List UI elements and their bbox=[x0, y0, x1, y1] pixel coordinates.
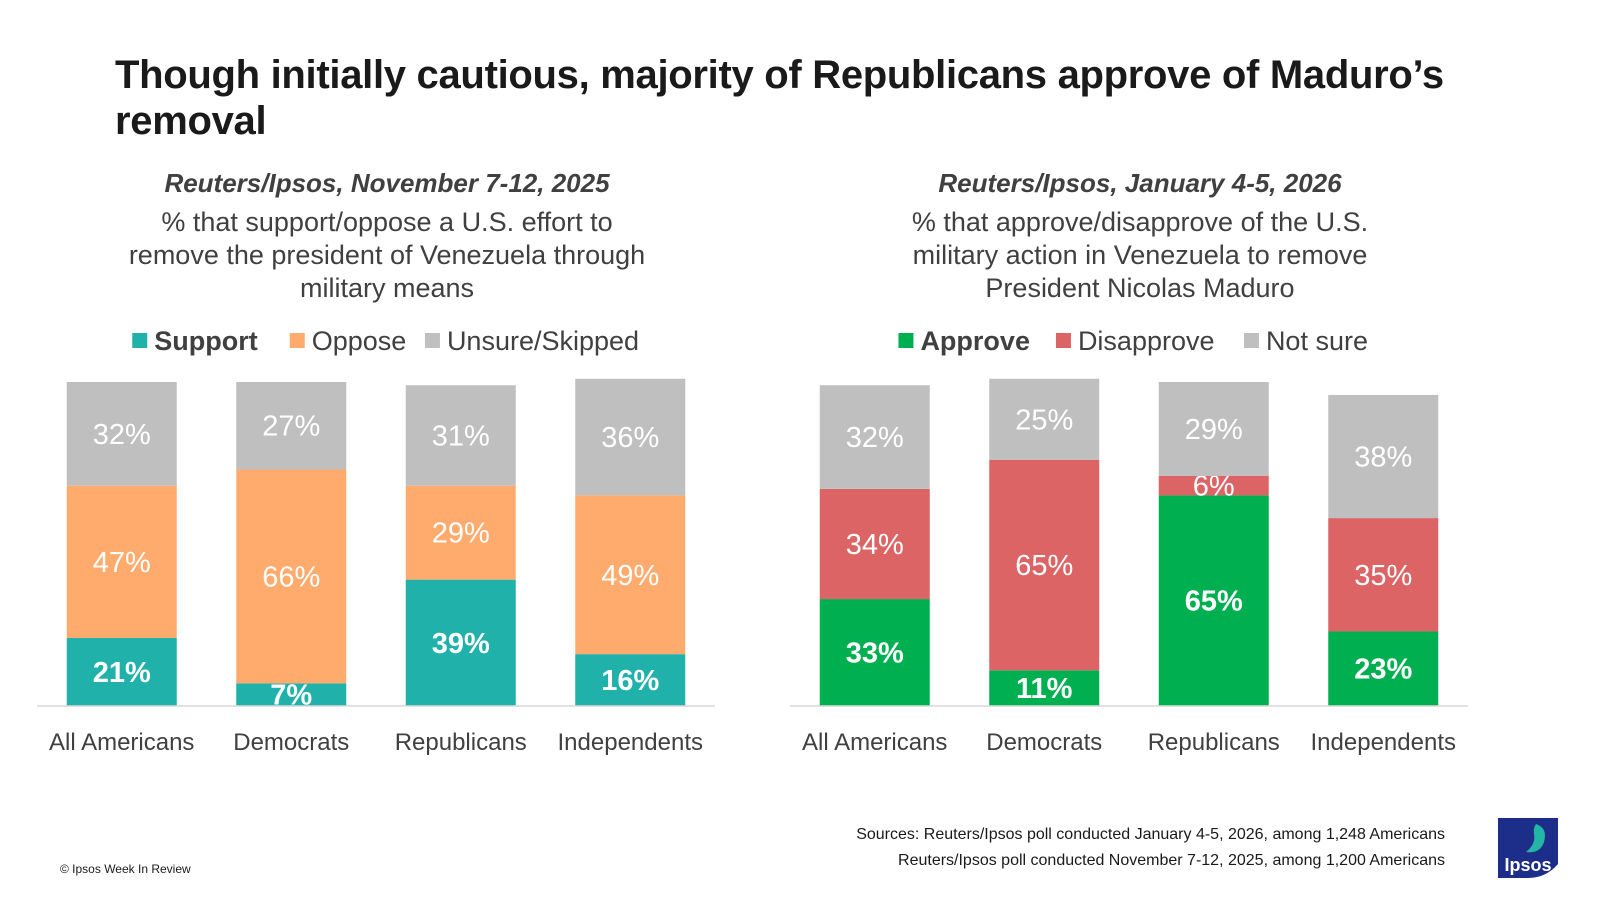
data-label-disapprove: 6% bbox=[1193, 471, 1235, 503]
data-label-approve: 23% bbox=[1354, 654, 1412, 686]
category-label: Independents bbox=[558, 729, 703, 756]
bar-unsure-independents bbox=[575, 378, 686, 496]
data-label-oppose: 47% bbox=[93, 547, 151, 579]
bar-approve-democrats bbox=[989, 670, 1100, 706]
bar-not_sure-republicans bbox=[1158, 382, 1269, 476]
category-label: Democrats bbox=[986, 729, 1102, 756]
data-label-disapprove: 35% bbox=[1354, 560, 1412, 592]
data-label-approve: 11% bbox=[1016, 673, 1073, 705]
footer-source-line-2: Reuters/Ipsos poll conducted November 7-… bbox=[898, 852, 1445, 869]
data-label-not_sure: 38% bbox=[1354, 442, 1412, 474]
legend-label-disapprove: Disapprove bbox=[1078, 326, 1215, 356]
legend: Support Oppose Unsure/Skipped bbox=[132, 326, 639, 356]
data-label-unsure: 36% bbox=[601, 422, 659, 454]
legend-label-not_sure: Not sure bbox=[1266, 326, 1368, 356]
bar-unsure-republicans bbox=[405, 385, 516, 486]
data-label-oppose: 49% bbox=[601, 560, 659, 592]
data-label-unsure: 27% bbox=[262, 411, 320, 443]
category-label: Democrats bbox=[233, 729, 349, 756]
legend-swatch-support bbox=[132, 333, 148, 348]
data-label-approve: 33% bbox=[846, 638, 904, 670]
category-label: Independents bbox=[1311, 729, 1456, 756]
right-stacked-bar-chart: Approve Disapprove Not sure 33% 34% 32% All Am… bbox=[790, 326, 1468, 756]
ipsos-logo-text: Ipsos bbox=[1504, 855, 1551, 875]
data-label-not_sure: 29% bbox=[1185, 414, 1243, 446]
legend-swatch-disapprove bbox=[1055, 333, 1071, 348]
bar-oppose-republicans bbox=[405, 485, 516, 580]
data-label-unsure: 31% bbox=[432, 420, 490, 452]
bar-oppose-all-americans bbox=[66, 485, 177, 638]
bar-support-republicans bbox=[405, 579, 516, 706]
bar-disapprove-all-americans bbox=[819, 488, 930, 600]
data-label-disapprove: 65% bbox=[1015, 550, 1073, 582]
bar-approve-republicans bbox=[1158, 495, 1269, 706]
left-chart-source: Reuters/Ipsos, November 7-12, 2025 bbox=[164, 168, 610, 198]
bar-disapprove-democrats bbox=[989, 459, 1100, 671]
legend-swatch-not_sure bbox=[1243, 333, 1259, 348]
right-panel-header: Reuters/Ipsos, January 4-5, 2026 % that … bbox=[790, 168, 1490, 305]
page-title: Though initially cautious, majority of R… bbox=[115, 53, 1444, 143]
legend-label-support: Support bbox=[154, 326, 257, 356]
bar-approve-all-americans bbox=[819, 599, 930, 706]
data-label-disapprove: 34% bbox=[846, 529, 904, 561]
bar-not_sure-democrats bbox=[989, 378, 1100, 460]
footer-source-line-1: Sources: Reuters/Ipsos poll conducted Ja… bbox=[856, 826, 1445, 843]
data-label-not_sure: 25% bbox=[1015, 404, 1073, 436]
copyright-text: © Ipsos Week In Review bbox=[60, 862, 191, 876]
legend-swatch-unsure bbox=[424, 333, 440, 348]
category-label: Republicans bbox=[1148, 729, 1280, 756]
left-chart-question: % that support/oppose a U.S. effort to r… bbox=[128, 207, 646, 303]
bar-oppose-democrats bbox=[236, 469, 347, 684]
bar-disapprove-republicans bbox=[1158, 475, 1269, 496]
data-label-not_sure: 32% bbox=[846, 422, 904, 454]
bar-approve-independents bbox=[1328, 631, 1439, 706]
data-label-oppose: 29% bbox=[432, 518, 490, 550]
data-label-support: 7% bbox=[270, 680, 312, 712]
legend-swatch-oppose bbox=[289, 333, 305, 348]
bar-not_sure-all-americans bbox=[819, 385, 930, 489]
legend-label-oppose: Oppose bbox=[312, 326, 407, 356]
bar-not_sure-independents bbox=[1328, 394, 1439, 519]
bar-unsure-democrats bbox=[236, 382, 347, 470]
data-label-support: 39% bbox=[432, 628, 490, 660]
left-stacked-bar-chart: Support Oppose Unsure/Skipped 21% 47% 32% All … bbox=[37, 326, 715, 756]
data-label-support: 21% bbox=[93, 657, 151, 689]
data-label-support: 16% bbox=[601, 665, 659, 697]
category-label: Republicans bbox=[395, 729, 527, 756]
right-chart-question: % that approve/disapprove of the U.S. mi… bbox=[911, 207, 1369, 303]
bar-support-democrats bbox=[236, 683, 347, 706]
bar-disapprove-independents bbox=[1328, 518, 1439, 632]
data-label-oppose: 66% bbox=[262, 561, 320, 593]
bar-oppose-independents bbox=[575, 495, 686, 655]
left-panel-header: Reuters/Ipsos, November 7-12, 2025 % tha… bbox=[37, 168, 737, 305]
legend-label-approve: Approve bbox=[920, 326, 1030, 356]
legend-label-unsure: Unsure/Skipped bbox=[447, 326, 639, 356]
ipsos-logo: Ipsos bbox=[1498, 818, 1558, 878]
data-label-unsure: 32% bbox=[93, 419, 151, 451]
bar-support-all-americans bbox=[66, 637, 177, 706]
legend-swatch-approve bbox=[898, 333, 914, 348]
category-label: All Americans bbox=[802, 729, 947, 756]
category-label: All Americans bbox=[49, 729, 194, 756]
data-label-approve: 65% bbox=[1185, 586, 1243, 618]
right-chart-source: Reuters/Ipsos, January 4-5, 2026 bbox=[938, 168, 1342, 198]
footer-sources: Sources: Reuters/Ipsos poll conducted Ja… bbox=[856, 822, 1445, 874]
legend: Approve Disapprove Not sure bbox=[898, 326, 1368, 356]
bar-unsure-all-americans bbox=[66, 382, 177, 486]
bar-support-independents bbox=[575, 654, 686, 706]
